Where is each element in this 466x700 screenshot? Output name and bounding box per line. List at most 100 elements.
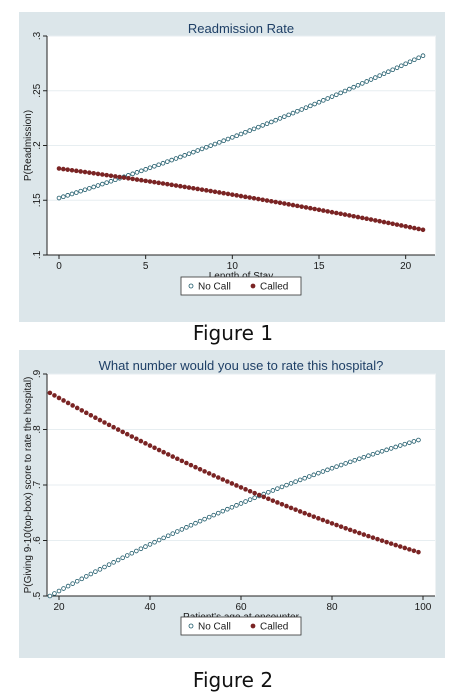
data-point <box>312 206 317 212</box>
data-point <box>134 436 139 442</box>
data-point <box>104 172 109 178</box>
data-point <box>407 547 412 552</box>
data-point <box>143 441 148 446</box>
data-point <box>397 544 403 549</box>
data-point <box>220 508 226 514</box>
data-point <box>170 454 176 459</box>
y-tick-label: .3 <box>32 31 43 40</box>
data-point <box>191 185 196 191</box>
data-point <box>290 110 296 116</box>
data-point <box>293 507 298 512</box>
data-point <box>91 170 96 176</box>
data-point <box>366 533 371 539</box>
data-point <box>403 61 408 67</box>
data-point <box>156 162 161 168</box>
data-point <box>95 183 101 188</box>
data-point <box>368 217 374 222</box>
data-point <box>165 159 170 164</box>
data-point <box>225 191 231 197</box>
x-tick-label: 20 <box>400 261 412 272</box>
data-point <box>393 542 399 548</box>
data-point <box>407 59 413 65</box>
data-point <box>221 190 226 196</box>
data-point <box>212 189 218 195</box>
data-point <box>65 583 71 589</box>
legend-label: No Call <box>198 622 231 633</box>
data-point <box>188 522 194 528</box>
x-tick-label: 40 <box>144 602 156 613</box>
data-point <box>97 417 103 423</box>
data-point <box>208 143 213 148</box>
data-point <box>316 470 321 476</box>
data-point <box>342 212 348 217</box>
series-called <box>56 166 426 233</box>
data-point <box>138 438 144 444</box>
x-tick-label: 80 <box>326 602 338 613</box>
data-point <box>407 224 413 230</box>
data-point <box>160 181 166 186</box>
data-point <box>334 92 339 98</box>
legend-marker <box>188 283 194 289</box>
data-point <box>394 222 400 227</box>
data-point <box>284 482 289 488</box>
data-point <box>130 176 135 182</box>
data-point <box>352 458 358 463</box>
data-point <box>273 199 278 205</box>
data-point <box>394 65 400 71</box>
data-point <box>361 532 367 537</box>
data-point <box>113 174 118 179</box>
data-point <box>260 123 265 128</box>
legend-box <box>180 616 302 636</box>
data-point <box>134 548 139 554</box>
data-point <box>390 67 395 73</box>
data-point <box>269 119 274 125</box>
data-point <box>178 183 183 189</box>
data-point <box>215 475 221 480</box>
data-point <box>355 83 361 88</box>
data-point <box>143 178 148 184</box>
data-point <box>229 504 235 510</box>
data-point <box>316 207 322 213</box>
data-point <box>251 126 257 132</box>
data-point <box>102 420 107 425</box>
data-point <box>179 527 185 532</box>
figure-2-caption: Figure 2 <box>192 668 274 692</box>
legend-marker <box>250 283 256 289</box>
data-point <box>284 503 289 509</box>
data-point <box>173 183 179 188</box>
data-point <box>373 218 378 223</box>
y-tick-label: .15 <box>32 193 43 207</box>
data-point <box>238 193 244 199</box>
data-point <box>161 449 166 455</box>
data-point <box>302 475 308 481</box>
data-point <box>311 472 317 478</box>
data-point <box>361 454 367 460</box>
x-tick-label: 10 <box>227 261 239 272</box>
data-point <box>197 518 203 524</box>
data-point <box>147 542 153 547</box>
data-point <box>343 525 348 531</box>
data-point <box>234 133 239 138</box>
data-point <box>288 481 294 486</box>
data-point <box>121 175 127 180</box>
data-point <box>82 169 88 175</box>
data-point <box>264 198 270 203</box>
data-point <box>225 136 231 142</box>
data-point <box>293 479 298 484</box>
data-point <box>88 412 94 418</box>
data-point <box>420 53 426 59</box>
data-point <box>139 168 144 174</box>
data-point <box>356 456 362 462</box>
data-point <box>87 186 92 191</box>
data-point <box>161 535 166 541</box>
legend: No Call Called <box>180 616 302 636</box>
data-point <box>238 485 244 490</box>
data-point <box>65 400 71 406</box>
data-point <box>211 473 217 478</box>
data-point <box>308 205 313 211</box>
data-point <box>61 586 66 591</box>
data-point <box>312 101 317 107</box>
data-point <box>206 514 212 520</box>
data-point <box>195 148 200 153</box>
legend-box <box>180 276 302 296</box>
